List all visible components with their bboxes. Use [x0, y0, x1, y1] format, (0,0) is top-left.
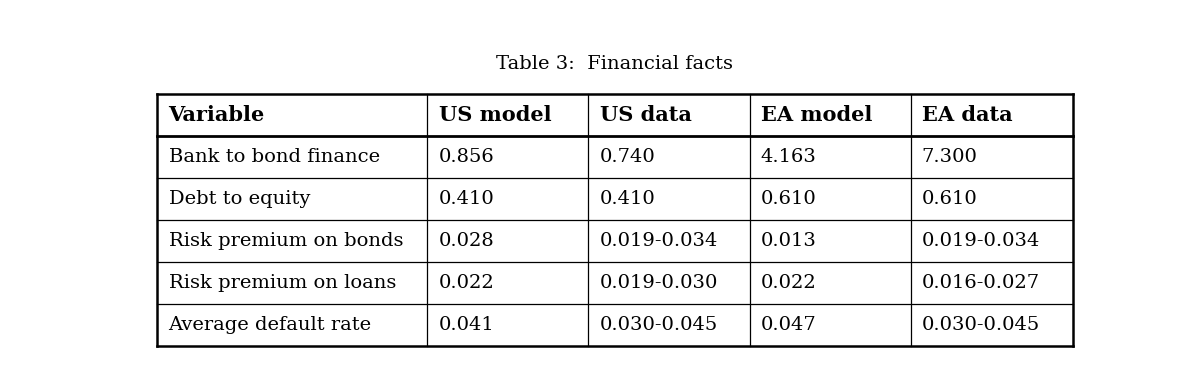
- Text: 4.163: 4.163: [761, 148, 816, 166]
- Text: Bank to bond finance: Bank to bond finance: [168, 148, 379, 166]
- Text: Debt to equity: Debt to equity: [168, 190, 310, 208]
- Text: 0.028: 0.028: [438, 232, 494, 250]
- Text: EA model: EA model: [761, 105, 872, 125]
- Text: Variable: Variable: [168, 105, 265, 125]
- Text: 0.856: 0.856: [438, 148, 494, 166]
- Text: 0.030-0.045: 0.030-0.045: [922, 316, 1040, 334]
- Text: 7.300: 7.300: [922, 148, 978, 166]
- Text: 0.016-0.027: 0.016-0.027: [922, 274, 1040, 292]
- Text: 0.022: 0.022: [761, 274, 816, 292]
- Text: 0.019-0.034: 0.019-0.034: [922, 232, 1040, 250]
- Text: 0.013: 0.013: [761, 232, 816, 250]
- Text: 0.610: 0.610: [761, 190, 816, 208]
- Text: Table 3:  Financial facts: Table 3: Financial facts: [497, 54, 733, 73]
- Text: 0.610: 0.610: [922, 190, 978, 208]
- Text: 0.030-0.045: 0.030-0.045: [600, 316, 718, 334]
- Text: 0.019-0.030: 0.019-0.030: [600, 274, 718, 292]
- Text: 0.022: 0.022: [438, 274, 494, 292]
- Text: 0.410: 0.410: [438, 190, 494, 208]
- Text: EA data: EA data: [922, 105, 1013, 125]
- Text: 0.740: 0.740: [600, 148, 655, 166]
- Text: 0.410: 0.410: [600, 190, 655, 208]
- Text: Risk premium on loans: Risk premium on loans: [168, 274, 396, 292]
- Text: Average default rate: Average default rate: [168, 316, 372, 334]
- Text: 0.041: 0.041: [438, 316, 494, 334]
- Text: US data: US data: [600, 105, 691, 125]
- Text: US model: US model: [438, 105, 551, 125]
- Text: 0.019-0.034: 0.019-0.034: [600, 232, 718, 250]
- Text: Risk premium on bonds: Risk premium on bonds: [168, 232, 403, 250]
- Text: 0.047: 0.047: [761, 316, 816, 334]
